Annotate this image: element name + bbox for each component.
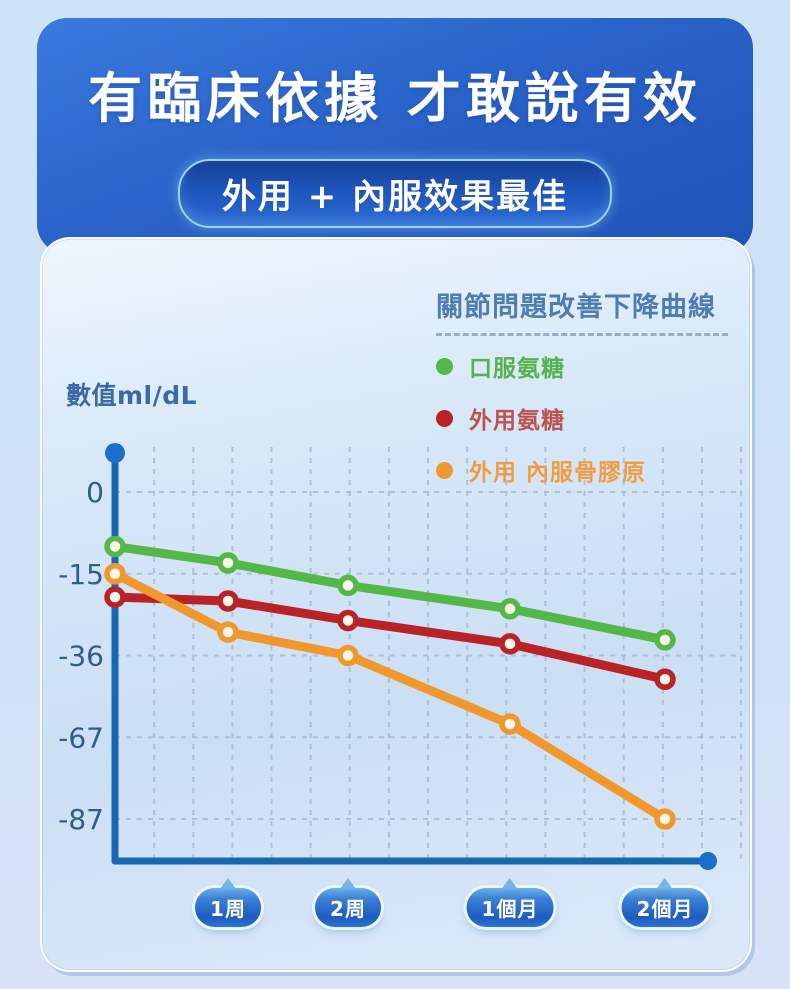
x-axis-bubble-label: 2周 bbox=[315, 878, 381, 927]
y-axis-label: 數值ml/dL bbox=[66, 381, 198, 410]
x-axis-bubble-label: 1周 bbox=[195, 878, 261, 927]
legend-title: 關節問題改善下降曲線 bbox=[436, 292, 716, 323]
legend-dot-icon bbox=[436, 461, 453, 479]
subtitle-badge: 外用 + 內服效果最佳 bbox=[177, 159, 613, 228]
chart-legend: 關節問題改善下降曲線 口服氨糖外用氨糖外用 內服骨膠原 bbox=[436, 285, 728, 496]
legend-dot-icon bbox=[436, 409, 453, 427]
page-title: 有臨床依據 才敢說有效 bbox=[88, 67, 702, 130]
legend-rows: 口服氨糖外用氨糖外用 內服骨膠原 bbox=[436, 340, 728, 496]
legend-item-0: 口服氨糖 bbox=[436, 340, 728, 392]
legend-item-1: 外用氨糖 bbox=[436, 392, 728, 444]
legend-item-2: 外用 內服骨膠原 bbox=[436, 444, 728, 496]
legend-label: 外用 內服骨膠原 bbox=[469, 460, 647, 486]
chart-card: 0 -15 -36 -67 -87 關節問題改善下降曲線 口服氨糖 外用氨糖 外用 內服骨膠… bbox=[40, 237, 752, 972]
legend-divider bbox=[436, 333, 728, 336]
legend-label: 外用氨糖 bbox=[469, 408, 565, 434]
legend-label: 口服氨糖 bbox=[469, 356, 565, 382]
x-axis-bubble-label: 1個月 bbox=[466, 878, 554, 927]
header-banner: 有臨床依據 才敢說有效 外用 + 內服效果最佳 bbox=[37, 18, 753, 254]
legend-dot-icon bbox=[436, 357, 453, 375]
x-axis-bubble-label: 2個月 bbox=[621, 878, 709, 927]
x-axis-labels: 1周 2周 1個月 2個月 bbox=[42, 239, 750, 970]
